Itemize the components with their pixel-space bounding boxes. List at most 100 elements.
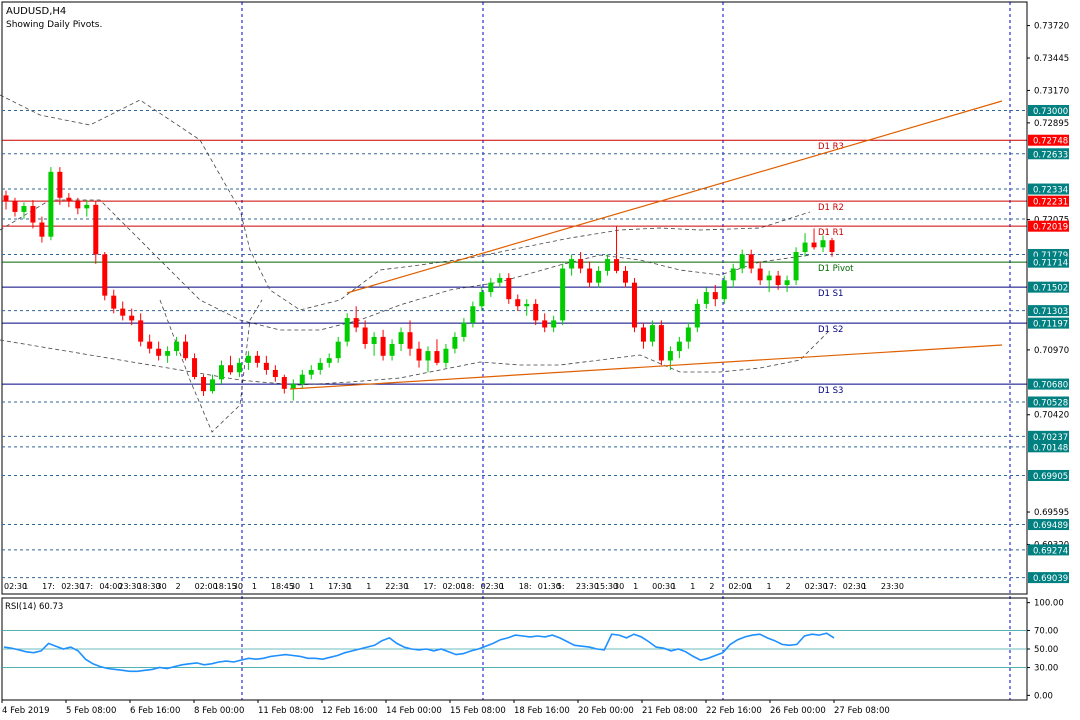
date-label: 15 Feb 08:00 <box>450 706 506 716</box>
candle-body-6 <box>57 171 63 198</box>
session-label: 2 <box>709 582 714 591</box>
price-tag-label: 0.71303 <box>1033 307 1068 317</box>
candle-body-65 <box>587 268 593 283</box>
symbol-title: AUDUSD,H4 <box>6 6 66 17</box>
session-label: 30 <box>290 582 300 591</box>
price-tag-bg-10 <box>1028 317 1069 329</box>
session-label: 18:15 <box>214 582 237 591</box>
session-label: 02:30 <box>481 582 504 591</box>
overlays: AUDUSD,H4 Showing Daily Pivots. <box>6 6 102 30</box>
price-tag-bg-15 <box>1028 469 1069 481</box>
session-label: 02:30 <box>843 582 866 591</box>
candle-body-60 <box>542 320 548 328</box>
session-label: 1 <box>309 582 314 591</box>
candle-body-75 <box>676 341 682 352</box>
candle-body-44 <box>398 332 404 344</box>
price-tick-label: 0.72075 <box>1034 216 1069 226</box>
price-panel[interactable]: D1 R3 D1 R2 D1 R1 D1 Pivot D1 S1 D1 S2 D1 S3 0.… <box>0 1 1069 700</box>
trendline-lower <box>289 344 1003 390</box>
band-lower-dip <box>159 299 263 433</box>
price-tag-label: 0.70528 <box>1033 399 1068 409</box>
candle-body-33 <box>299 374 305 385</box>
candle-body-5 <box>48 171 54 237</box>
candle-body-80 <box>721 280 727 300</box>
candle-body-56 <box>506 277 512 300</box>
session-label: 18: <box>462 582 475 591</box>
candle-body-18 <box>165 351 171 356</box>
candle-body-24 <box>218 365 224 380</box>
price-tag-label: 0.69489 <box>1033 521 1068 531</box>
rsi-tick-label: 100.00 <box>1034 599 1064 609</box>
candle-body-8 <box>75 201 81 209</box>
candle-body-0 <box>3 195 9 202</box>
price-tag-label: 0.71779 <box>1033 251 1068 261</box>
band-lower <box>0 329 831 386</box>
price-tag-label: 0.73000 <box>1033 107 1068 117</box>
candle-body-15 <box>138 320 144 342</box>
candle-body-38 <box>344 318 350 342</box>
date-label: 27 Feb 08:00 <box>834 706 890 716</box>
pivots-subtitle: Showing Daily Pivots. <box>6 20 102 30</box>
candle-body-43 <box>389 343 395 356</box>
pivot-label: D1 R3 <box>818 142 844 152</box>
candle-body-47 <box>425 351 431 361</box>
session-label: 17: <box>423 582 436 591</box>
price-tag-label: 0.71502 <box>1033 284 1068 294</box>
candle-body-55 <box>497 277 503 283</box>
session-label: 22:30 <box>385 582 408 591</box>
session-label: 18:30 <box>137 582 160 591</box>
price-tick-label: 0.73720 <box>1034 22 1069 32</box>
pivot-label: D1 S3 <box>818 386 843 396</box>
session-label: 02:00 <box>195 582 218 591</box>
candle-body-61 <box>551 320 557 328</box>
candle-body-89 <box>802 242 808 253</box>
band-upper <box>0 94 811 311</box>
price-tag-label: 0.72231 <box>1033 198 1068 208</box>
candle-body-14 <box>129 315 135 321</box>
session-label: 2 <box>786 582 791 591</box>
candle-body-27 <box>245 355 251 363</box>
candle-body-34 <box>308 369 314 375</box>
rsi-panel[interactable]: RSI(14) 60.73 100.00 70.00 50.00 30.00 0.00 <box>1 597 1064 701</box>
price-tag-label: 0.72633 <box>1033 150 1068 160</box>
session-label: 1 <box>633 582 638 591</box>
price-tick-label: 0.70420 <box>1034 411 1069 421</box>
candle-body-39 <box>353 318 359 328</box>
date-label: 8 Feb 00:00 <box>194 706 244 716</box>
price-tag-label: 0.70680 <box>1033 381 1068 391</box>
price-tag-label: 0.70148 <box>1033 443 1068 453</box>
price-tick-label: 0.73170 <box>1034 86 1069 96</box>
rsi-title: RSI(14) 60.73 <box>5 602 63 612</box>
price-tick-label: 0.72895 <box>1034 119 1069 129</box>
session-label: 18:45 <box>271 582 294 591</box>
candle-body-28 <box>254 355 260 363</box>
session-label: 02:30 <box>61 582 84 591</box>
candle-body-57 <box>515 299 521 307</box>
candle-body-67 <box>605 259 611 271</box>
candle-body-51 <box>461 322 467 337</box>
candle-body-10 <box>93 204 99 255</box>
candle-body-9 <box>84 204 90 209</box>
candle-body-17 <box>156 348 162 356</box>
session-label: 18: <box>519 582 532 591</box>
candle-body-63 <box>569 259 575 269</box>
candle-body-90 <box>811 242 817 248</box>
date-label: 4 Feb 2019 <box>2 706 50 716</box>
candle-body-32 <box>290 384 296 389</box>
price-tag-bg-14 <box>1028 441 1069 453</box>
candle-body-68 <box>614 259 620 271</box>
candle-body-19 <box>174 341 180 352</box>
price-tag-bg-3 <box>1028 183 1069 195</box>
price-tag-bg-18 <box>1028 572 1069 584</box>
date-label: 6 Feb 16:00 <box>130 706 180 716</box>
session-label: 1 <box>366 582 371 591</box>
candle-body-71 <box>640 327 646 342</box>
session-label: 02:00 <box>728 582 751 591</box>
candle-body-91 <box>820 240 826 248</box>
candle-body-50 <box>452 336 458 349</box>
date-label: 14 Feb 00:00 <box>386 706 442 716</box>
candle-body-46 <box>416 348 422 361</box>
candle-body-29 <box>263 362 269 370</box>
pivot-label: D1 S1 <box>818 289 843 299</box>
